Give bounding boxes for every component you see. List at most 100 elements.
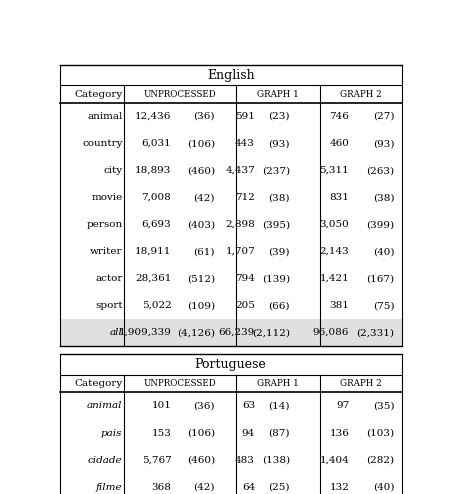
Text: writer: writer <box>90 247 122 256</box>
Text: filme: filme <box>96 483 122 492</box>
Text: 2,143: 2,143 <box>320 247 349 256</box>
Text: 6,031: 6,031 <box>142 139 171 148</box>
Text: animal: animal <box>87 402 122 411</box>
Polygon shape <box>60 292 401 319</box>
Text: 132: 132 <box>329 483 349 492</box>
Text: (66): (66) <box>268 301 290 310</box>
Text: (42): (42) <box>194 193 215 202</box>
Text: 101: 101 <box>152 402 171 411</box>
Text: (399): (399) <box>366 220 395 229</box>
Polygon shape <box>60 65 401 85</box>
Text: cidade: cidade <box>88 455 122 464</box>
Text: English: English <box>207 69 254 82</box>
Text: (460): (460) <box>187 166 215 175</box>
Text: 1,404: 1,404 <box>320 455 349 464</box>
Text: (109): (109) <box>187 301 215 310</box>
Text: (38): (38) <box>268 193 290 202</box>
Text: (2,331): (2,331) <box>356 328 395 337</box>
Text: (25): (25) <box>268 483 290 492</box>
Text: pais: pais <box>101 428 122 438</box>
Text: 712: 712 <box>235 193 255 202</box>
Polygon shape <box>60 184 401 211</box>
Text: 6,693: 6,693 <box>142 220 171 229</box>
Text: 18,893: 18,893 <box>135 166 171 175</box>
Text: (61): (61) <box>194 247 215 256</box>
Text: 7,008: 7,008 <box>142 193 171 202</box>
Text: 591: 591 <box>235 112 255 121</box>
Text: all: all <box>110 328 122 337</box>
Text: 94: 94 <box>242 428 255 438</box>
Text: Portuguese: Portuguese <box>195 358 266 371</box>
Polygon shape <box>60 85 401 103</box>
Text: (93): (93) <box>268 139 290 148</box>
Polygon shape <box>60 393 401 419</box>
Text: (138): (138) <box>262 455 290 464</box>
Text: (35): (35) <box>373 402 395 411</box>
Text: (263): (263) <box>366 166 395 175</box>
Polygon shape <box>60 157 401 184</box>
Text: animal: animal <box>87 112 122 121</box>
Text: (237): (237) <box>262 166 290 175</box>
Text: 96,086: 96,086 <box>313 328 349 337</box>
Polygon shape <box>60 238 401 265</box>
Text: (139): (139) <box>262 274 290 283</box>
Text: 483: 483 <box>235 455 255 464</box>
Text: 1,707: 1,707 <box>225 247 255 256</box>
Text: (40): (40) <box>373 247 395 256</box>
Text: (460): (460) <box>187 455 215 464</box>
Text: (2,112): (2,112) <box>252 328 290 337</box>
Text: GRAPH 1: GRAPH 1 <box>257 379 299 388</box>
Text: Category: Category <box>74 89 122 99</box>
Text: 64: 64 <box>242 483 255 492</box>
Text: 2,898: 2,898 <box>225 220 255 229</box>
Text: 5,022: 5,022 <box>142 301 171 310</box>
Text: 746: 746 <box>329 112 349 121</box>
Text: 12,436: 12,436 <box>135 112 171 121</box>
Text: person: person <box>86 220 122 229</box>
Text: 18,911: 18,911 <box>135 247 171 256</box>
Text: 794: 794 <box>235 274 255 283</box>
Text: Category: Category <box>74 379 122 388</box>
Polygon shape <box>60 265 401 292</box>
Text: (4,126): (4,126) <box>177 328 215 337</box>
Text: (395): (395) <box>262 220 290 229</box>
Text: 5,311: 5,311 <box>320 166 349 175</box>
Polygon shape <box>60 474 401 494</box>
Text: (36): (36) <box>194 402 215 411</box>
Text: 1,421: 1,421 <box>320 274 349 283</box>
Text: (93): (93) <box>373 139 395 148</box>
Text: (42): (42) <box>194 483 215 492</box>
Text: (23): (23) <box>268 112 290 121</box>
Text: (38): (38) <box>373 193 395 202</box>
Text: 3,050: 3,050 <box>320 220 349 229</box>
Polygon shape <box>60 447 401 474</box>
Text: sport: sport <box>95 301 122 310</box>
Text: (403): (403) <box>187 220 215 229</box>
Text: (282): (282) <box>366 455 395 464</box>
Text: GRAPH 2: GRAPH 2 <box>340 89 382 99</box>
Text: 831: 831 <box>329 193 349 202</box>
Polygon shape <box>60 355 401 374</box>
Text: 63: 63 <box>242 402 255 411</box>
Text: 5,767: 5,767 <box>142 455 171 464</box>
Text: GRAPH 1: GRAPH 1 <box>257 89 299 99</box>
Text: 443: 443 <box>235 139 255 148</box>
Text: 136: 136 <box>329 428 349 438</box>
Text: 97: 97 <box>336 402 349 411</box>
Polygon shape <box>60 130 401 157</box>
Text: country: country <box>82 139 122 148</box>
Text: 381: 381 <box>329 301 349 310</box>
Text: (512): (512) <box>187 274 215 283</box>
Text: 4,437: 4,437 <box>225 166 255 175</box>
Text: 460: 460 <box>329 139 349 148</box>
Text: UNPROCESSED: UNPROCESSED <box>144 379 216 388</box>
Text: (36): (36) <box>194 112 215 121</box>
Text: (40): (40) <box>373 483 395 492</box>
Polygon shape <box>60 211 401 238</box>
Polygon shape <box>60 374 401 393</box>
Text: 205: 205 <box>235 301 255 310</box>
Text: GRAPH 2: GRAPH 2 <box>340 379 382 388</box>
Text: (14): (14) <box>268 402 290 411</box>
Polygon shape <box>60 319 401 346</box>
Polygon shape <box>60 103 401 130</box>
